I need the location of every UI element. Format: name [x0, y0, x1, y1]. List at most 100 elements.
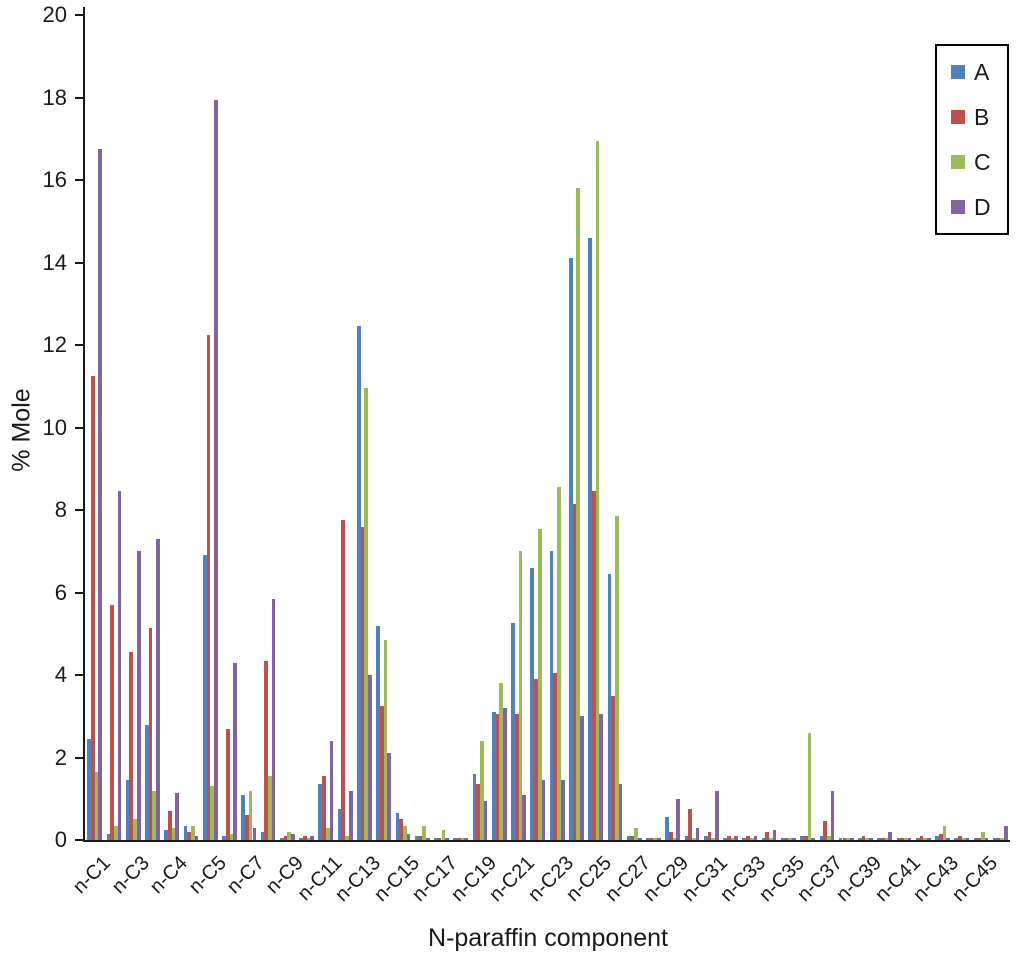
x-tick-label: n-C3: [107, 852, 154, 899]
bar-A-i-C4: [145, 724, 149, 840]
bar-A-n-C42: [915, 837, 920, 840]
legend-item-B: B: [951, 105, 991, 129]
bar-C-n-C45: [981, 831, 985, 840]
bar-B-n-C26: [611, 695, 615, 840]
y-tick-label: 6: [54, 579, 67, 605]
bar-D-n-C15: [406, 833, 411, 840]
bar-C-n-C13: [364, 388, 369, 840]
bar-B-n-C8: [264, 660, 269, 840]
bar-A-n-C25: [588, 237, 592, 840]
bar-C-n-C20: [499, 683, 503, 840]
bar-B-n-C22: [534, 679, 538, 840]
bar-B-n-C18: [457, 837, 461, 840]
bar-C-n-C32: [730, 837, 735, 840]
bar-A-n-C15: [395, 813, 400, 840]
bar-B-n-C40: [881, 837, 885, 840]
bar-A-n-C23: [549, 551, 554, 840]
bar-C-n-C38: [846, 837, 850, 840]
bar-A-n-C41: [896, 837, 901, 840]
bar-D-n-C46: [1004, 825, 1008, 840]
bar-D-n-C21: [522, 794, 526, 840]
bar-C-n-C25: [595, 140, 600, 840]
bar-D-n-C10: [310, 835, 314, 840]
bar-B-n-C41: [900, 837, 904, 840]
bar-B-n-C42: [919, 835, 924, 840]
bar-B-n-C28: [649, 837, 654, 840]
bar-B-n-C5: [206, 334, 211, 840]
bar-C-n-C39: [865, 837, 870, 840]
bar-B-n-C15: [399, 819, 403, 840]
bar-B-n-C39: [861, 835, 866, 840]
bar-D-n-C43: [946, 837, 950, 840]
bar-B-n-C29: [669, 831, 673, 840]
bar-C-n-C5: [210, 786, 214, 840]
bar-D-n-C27: [637, 837, 642, 840]
bar-A-n-C13: [357, 326, 361, 840]
bar-A-n-C27: [626, 835, 631, 840]
bar-C-n-C33: [749, 837, 754, 840]
bar-A-n-C40: [877, 837, 882, 840]
bar-B-n-C21: [514, 714, 519, 840]
bar-B-n-C23: [553, 672, 558, 840]
bar-B-n-C20: [495, 714, 500, 840]
y-tick-label: 4: [54, 662, 67, 687]
bar-D-n-C19: [483, 800, 488, 840]
bar-B-n-C9: [283, 835, 288, 840]
legend-item-C: C: [951, 150, 991, 174]
bar-C-n-C22: [537, 528, 542, 840]
bar-B-n-C43: [938, 833, 943, 840]
bar-B-n-C30: [688, 809, 693, 840]
bar-D-n-C45: [984, 837, 989, 840]
bar-C-n-C2: [113, 825, 118, 840]
bar-A-n-C34: [761, 837, 766, 840]
bar-D-n-C39: [869, 837, 873, 840]
bar-C-n-C44: [961, 837, 966, 840]
legend-swatch-B: [951, 110, 965, 124]
bar-B-n-C3: [129, 652, 134, 840]
bar-C-n-C21: [518, 551, 523, 840]
bar-D-n-C5: [213, 99, 218, 840]
bar-A-n-C6: [222, 835, 226, 840]
bar-D-n-C44: [965, 837, 970, 840]
bar-B-n-C14: [380, 705, 384, 840]
bar-D-n-C4: [175, 792, 180, 840]
bar-A-n-C17: [434, 837, 438, 840]
bar-D-i-C5: [194, 835, 199, 840]
bar-D-n-C25: [599, 714, 604, 840]
bar-B-n-C12: [341, 520, 346, 840]
y-tick: [75, 756, 83, 759]
bar-C-n-C14: [383, 639, 388, 840]
bar-C-n-C9: [287, 831, 292, 840]
bar-A-i-C5: [183, 825, 188, 840]
bar-D-n-C13: [368, 675, 372, 840]
bar-D-n-C1: [98, 149, 103, 840]
bar-C-n-C16: [422, 825, 426, 840]
y-axis: [83, 7, 85, 842]
bar-D-n-C32: [734, 835, 738, 840]
bar-D-n-C38: [849, 837, 854, 840]
bar-D-n-C23: [560, 780, 565, 840]
bar-D-n-C12: [348, 790, 353, 840]
bar-D-n-C40: [888, 831, 893, 840]
bar-B-n-C33: [746, 835, 750, 840]
bar-B-n-C46: [996, 837, 1001, 840]
bar-D-n-C11: [329, 741, 334, 840]
x-tick-label: n-C5: [184, 852, 231, 899]
bar-D-n-C6: [233, 662, 237, 840]
y-tick-label: 16: [42, 167, 67, 192]
bar-A-n-C30: [684, 835, 689, 840]
bar-B-n-C34: [765, 831, 770, 840]
bar-A-n-C9: [279, 837, 284, 840]
bar-B-n-C44: [958, 835, 962, 840]
bar-A-n-C18: [453, 837, 458, 840]
bar-A-n-C36: [800, 835, 804, 840]
bar-A-n-C12: [337, 809, 342, 840]
bar-A-n-C37: [819, 835, 824, 840]
bar-A-n-C11: [318, 784, 323, 840]
bar-B-n-C25: [591, 491, 596, 840]
y-tick-label: 8: [54, 497, 67, 522]
bar-D-n-C22: [541, 780, 546, 840]
x-tick-label: n-C7: [223, 852, 270, 899]
bar-C-n-C36: [807, 732, 812, 840]
